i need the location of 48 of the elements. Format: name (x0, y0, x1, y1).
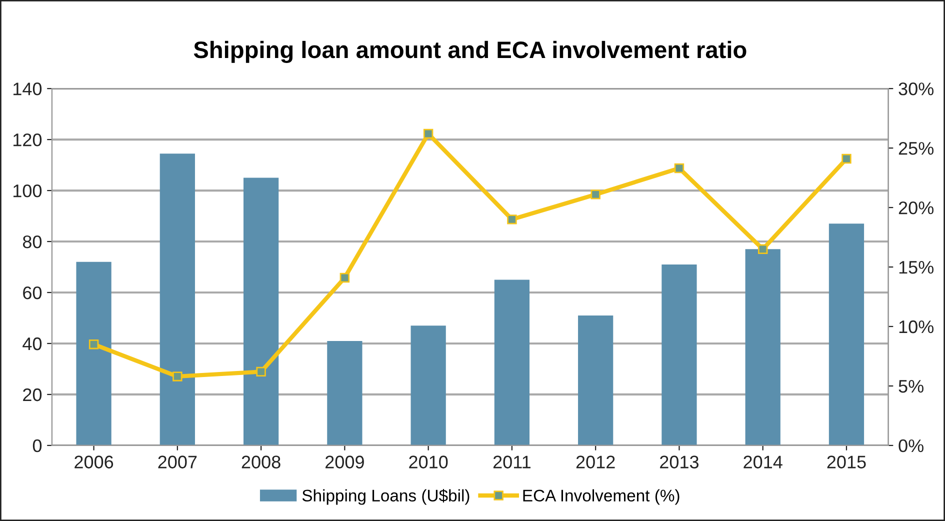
chart-title: Shipping loan amount and ECA involvement ratio (194, 40, 746, 64)
x-tick-label: 2013 (660, 456, 699, 468)
point (88, 339, 99, 350)
y2-tick-label: 5% (898, 380, 924, 393)
y-tick-label: 0 (32, 439, 42, 452)
y2-tick-label: 30% (898, 82, 934, 96)
y-tick-label: 80 (22, 235, 42, 248)
bar (494, 280, 530, 446)
x-tick-label: 2015 (827, 456, 866, 468)
y2-tick-label: 0% (898, 439, 924, 452)
point (674, 163, 684, 174)
y-tick-label: 20 (23, 388, 42, 402)
legend-label: ECA Involvement (%) (523, 489, 680, 505)
bar (243, 178, 279, 446)
bar (828, 224, 864, 446)
y-tick-label: 120 (14, 133, 42, 146)
y-tick-label: 40 (22, 337, 42, 350)
point (172, 372, 182, 382)
point (340, 272, 350, 283)
point (842, 154, 852, 164)
y-tick-label: 60 (23, 286, 42, 300)
point (590, 190, 600, 200)
x-tick-label: 2006 (74, 456, 114, 468)
point (256, 366, 266, 377)
x-tick-label: 2014 (744, 456, 782, 468)
point (758, 244, 768, 254)
x-tick-label: 2008 (242, 456, 280, 468)
x-tick-label: 2011 (493, 456, 530, 468)
bar (410, 326, 446, 446)
point (423, 128, 434, 139)
bar (327, 340, 362, 446)
x-tick-label: 2007 (158, 456, 197, 468)
bar (745, 249, 780, 446)
y-tick-label: 100 (14, 184, 42, 198)
y2-tick-label: 15% (899, 261, 934, 274)
x-tick-label: 2010 (409, 456, 448, 468)
point (507, 214, 517, 224)
bar (76, 262, 112, 446)
y2-tick-label: 10% (899, 320, 934, 334)
bar (160, 154, 195, 446)
x-tick-label: 2012 (576, 456, 615, 468)
legend-label: Shipping Loans (U$bil) (302, 489, 470, 505)
y2-tick-label: 25% (898, 142, 934, 155)
x-tick-label: 2009 (326, 456, 364, 468)
y-tick-label: 140 (14, 82, 42, 96)
y2-tick-label: 20% (898, 201, 934, 214)
bar (578, 315, 614, 446)
bar (662, 264, 697, 446)
